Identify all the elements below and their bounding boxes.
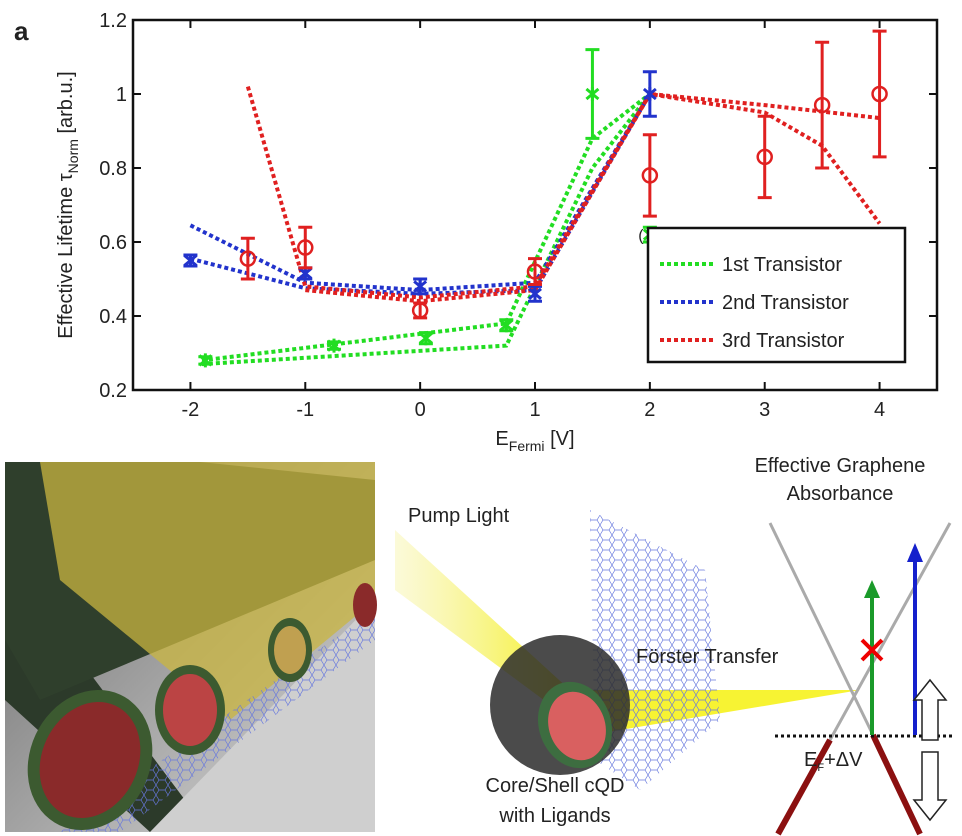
y-tick-label: 0.8: [99, 158, 127, 180]
y-tick-label: 0.6: [99, 232, 127, 254]
x-tick-label: -1: [296, 399, 314, 421]
label-part: [arb.u.]: [55, 71, 77, 139]
label-part: Fermi: [509, 438, 545, 454]
qd-core: [163, 674, 217, 746]
legend-label: 3rd Transistor: [722, 330, 845, 352]
y-tick-label: 0.4: [99, 306, 127, 328]
fit-line: [202, 94, 650, 360]
schematic: Pump Light Förster Transfer Core/Shell c…: [395, 455, 955, 834]
label-part: E: [495, 428, 508, 450]
label-part: [V]: [545, 428, 575, 450]
label: Pump Light: [408, 505, 510, 527]
label: Core/Shell cQD: [486, 775, 625, 797]
point: [420, 331, 432, 345]
label: Förster Transfer: [636, 646, 779, 668]
y-tick-label: 1.2: [99, 10, 127, 32]
arrow-head: [907, 543, 923, 562]
error-bar: [758, 116, 772, 197]
legend-label: 1st Transistor: [722, 254, 842, 276]
error-bar: [298, 227, 312, 268]
fit-line: [202, 94, 650, 364]
y-tick-label: 1: [116, 84, 127, 106]
arrow-head: [864, 580, 880, 598]
x-axis-label: EFermi [V]: [495, 428, 574, 454]
point: [414, 279, 426, 293]
fit-line: [190, 94, 649, 294]
error-bar: [873, 31, 887, 157]
panel-label: a: [14, 16, 29, 46]
legend-label: 2nd Transistor: [722, 292, 849, 314]
figure: a b -2-1012340.20.40.60.811.2( )1st Tran…: [0, 0, 962, 836]
rendering: [5, 462, 377, 836]
x-tick-label: 0: [415, 399, 426, 421]
x-tick-label: -2: [182, 399, 200, 421]
label-part: Norm: [65, 139, 81, 173]
qd-core: [353, 583, 377, 627]
x-tick-label: 1: [529, 399, 540, 421]
label-part: E: [804, 749, 817, 771]
label: EF+ΔV: [804, 749, 863, 774]
label: with Ligands: [498, 805, 610, 827]
label: Effective Graphene: [755, 455, 926, 477]
label-part: +ΔV: [824, 749, 863, 771]
x-tick-label: 3: [759, 399, 770, 421]
error-bar: [643, 135, 657, 216]
y-tick-label: 0.2: [99, 380, 127, 402]
x-tick-label: 4: [874, 399, 885, 421]
point: [586, 87, 598, 101]
cone-line: [770, 523, 873, 735]
shift-arrow: [914, 752, 946, 820]
qd-core: [274, 626, 306, 674]
x-tick-label: 2: [644, 399, 655, 421]
point: [184, 254, 196, 268]
point: [529, 287, 541, 301]
shift-arrow: [914, 680, 946, 740]
y-axis-label: Effective Lifetime τNorm [arb.u.]: [55, 71, 81, 338]
filled-cone: [873, 735, 920, 834]
label-part: Effective Lifetime τ: [55, 173, 77, 338]
label: Absorbance: [787, 483, 894, 505]
